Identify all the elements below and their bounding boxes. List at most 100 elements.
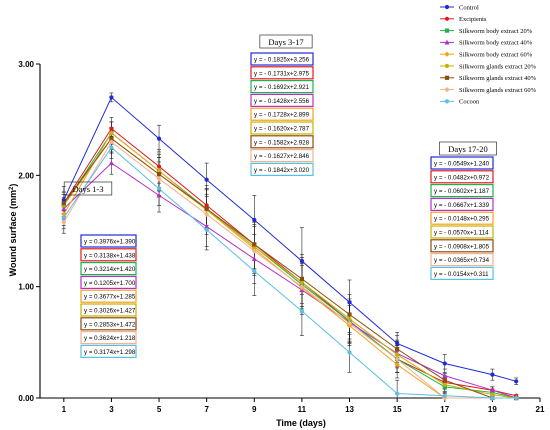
data-point [394,362,400,368]
equation-group-title: Days 17-20 [448,144,487,154]
x-tick-label: 19 [488,405,497,414]
equation-box [80,262,137,276]
equation-text: y = - 0.0482x+0.972 [434,174,490,181]
equation-text: y = - 0.0365x+0.734 [434,257,490,264]
equation-text: y = - 0.1842x+3.020 [254,167,310,174]
equation-box [430,156,494,170]
equation-box [430,211,494,225]
data-point [156,176,162,182]
data-point [442,361,447,366]
data-point [251,256,257,261]
equation-text: y = - 0.1731x+2.975 [254,70,310,77]
data-point [444,16,450,21]
equation-box [250,52,314,66]
equation-box [250,135,314,149]
x-tick-label: 9 [252,405,257,414]
equation-text: y = - 0.0148x+0.295 [434,216,490,223]
legend-label: Silkworm body extract 40% [459,40,533,47]
data-point [204,177,209,182]
legend-label: Silkworm glands extract 60% [459,87,537,94]
data-point [442,378,447,383]
equation-box [80,289,137,303]
equation-box [250,107,314,121]
data-point [444,51,450,57]
equation-box [250,162,314,176]
x-tick-label: 5 [157,405,162,414]
data-point [514,395,519,401]
legend: Control Excipients Silkworm body extract 2… [440,4,537,106]
y-tick-label: 1.00 [18,283,34,292]
legend-label: Silkworm body extract 60% [459,52,533,59]
equation-box [250,149,314,163]
data-point [156,172,162,177]
y-tick-label: 3.00 [18,60,34,69]
data-point [395,346,400,352]
data-point [347,300,352,305]
equation-group-title-box [259,34,313,49]
equation-box [430,266,494,280]
equation-text: y = - 0.1627x+2.846 [254,153,310,160]
equation-box [430,239,494,253]
y-axis-title: Wound surface (mm2) [8,184,18,277]
equation-box [250,121,314,135]
equation-box [80,248,137,262]
data-point [444,4,450,10]
equation-box [430,197,494,211]
equation-text: y = - 0.1620x+2.787 [254,126,310,133]
equation-text: y = - 0.0602x+1.187 [434,188,490,195]
equation-text: y = 0.3677x+1.285 [84,294,136,301]
equation-box [250,79,314,94]
equation-text: y = - 0.0570x+1.114 [434,230,489,237]
data-point [346,320,353,327]
equation-text: y = - 0.1428x+2.556 [254,98,310,105]
data-point [109,95,114,100]
x-axis-title: Time (days) [276,418,326,428]
data-point [347,350,352,355]
equation-box [80,317,137,331]
equation-text: y = 0.3976x+1.390 [84,239,136,246]
data-point [61,219,67,225]
data-point [444,87,450,93]
equation-group-title-box [439,141,497,156]
equation-text: y = 0.3214x+1.420 [84,266,136,273]
series-markers [61,95,519,401]
equation-text: y = 0.1205x+1.700 [84,280,136,287]
equation-group-title: Days 3-17 [268,37,303,47]
data-point [299,276,305,281]
legend-label: Silkworm glands extract 40% [459,75,537,82]
equation-box [250,93,314,108]
equation-text: y = 0.3624x+1.218 [84,335,136,342]
data-point [444,39,450,45]
equation-box [80,303,137,317]
data-point [442,384,447,389]
data-point [251,248,257,254]
data-point [156,186,162,191]
equation-text: y = 0.2853x+1.472 [84,321,136,328]
equation-box [80,331,137,345]
data-point [204,206,209,211]
data-point [252,268,257,274]
equation-group-title: Days 1-3 [73,184,104,194]
y-tick-label: 2.00 [18,171,34,180]
data-point [444,28,450,33]
data-point [347,312,352,317]
data-point [395,391,400,396]
equation-box [430,225,494,239]
data-point [444,63,450,69]
data-point [489,387,495,393]
equation-box [250,66,314,80]
equation-group-title-box [63,181,113,196]
equation-text: y = - 0.1692x+2.921 [254,84,310,91]
equation-text: y = - 0.1728x+2.899 [254,112,310,119]
x-tick-label: 1 [62,405,67,414]
x-tick-label: 13 [345,405,354,414]
data-point [444,75,450,80]
data-point [490,395,495,401]
legend-label: Cocoon [459,99,480,106]
data-point [108,160,114,166]
data-point [156,192,162,198]
data-point [204,223,210,229]
data-point [299,280,305,285]
equation-text: y = 0.3026x+1.427 [84,308,136,315]
